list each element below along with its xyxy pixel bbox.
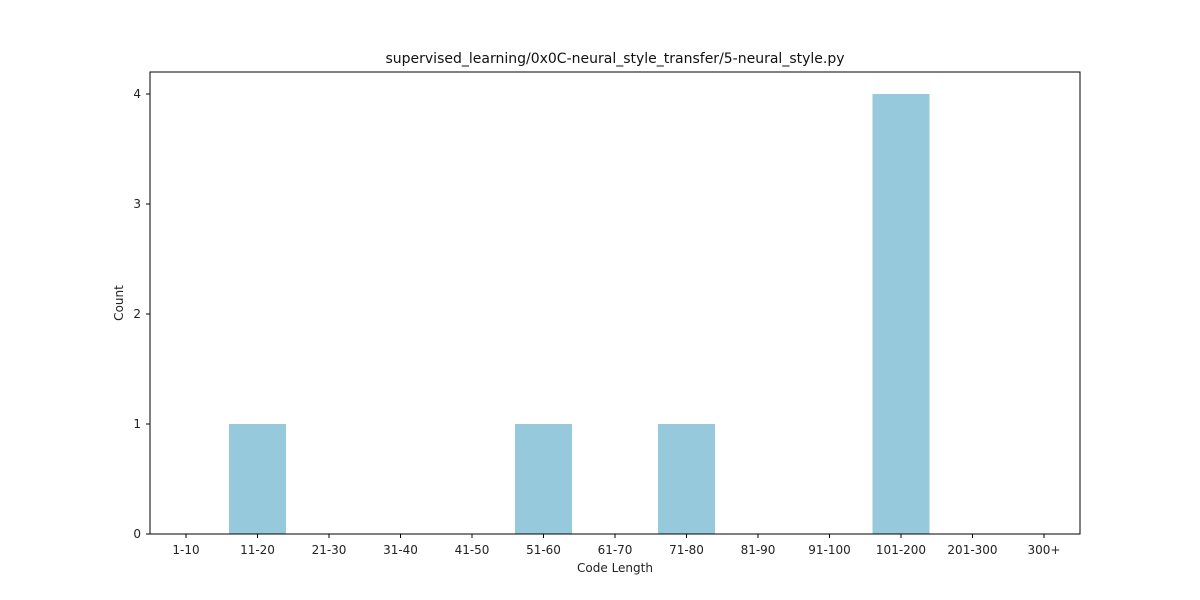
bar-71-80 (658, 424, 715, 534)
x-tick-label: 81-90 (741, 543, 776, 557)
chart-title: supervised_learning/0x0C-neural_style_tr… (385, 51, 844, 67)
y-tick-label: 0 (133, 527, 141, 541)
x-tick-label: 71-80 (669, 543, 704, 557)
plot-frame (149, 71, 1081, 535)
x-axis-ticks: 1-10 11-20 21-30 31-40 41-50 51-60 61-70 71-80 8… (172, 534, 1060, 557)
y-axis-title: Count (112, 285, 126, 321)
x-axis-title: Code Length (577, 561, 653, 575)
bar-101-200 (872, 94, 930, 534)
y-tick-label: 4 (133, 87, 141, 101)
x-tick-label: 300+ (1028, 543, 1061, 557)
x-tick-label: 1-10 (172, 543, 199, 557)
y-axis-ticks: 0 1 2 3 4 (133, 87, 150, 541)
x-tick-label: 201-300 (947, 543, 997, 557)
y-tick-label: 3 (133, 197, 141, 211)
bars-group (229, 94, 930, 534)
x-tick-label: 11-20 (240, 543, 275, 557)
y-tick-label: 1 (133, 417, 141, 431)
x-tick-label: 51-60 (526, 543, 561, 557)
x-tick-label: 21-30 (312, 543, 347, 557)
bar-51-60 (515, 424, 572, 534)
x-tick-label: 91-100 (808, 543, 851, 557)
x-tick-label: 101-200 (876, 543, 926, 557)
x-tick-label: 61-70 (598, 543, 633, 557)
x-tick-label: 31-40 (383, 543, 418, 557)
y-tick-label: 2 (133, 307, 141, 321)
x-tick-label: 41-50 (455, 543, 490, 557)
bar-11-20 (229, 424, 286, 534)
